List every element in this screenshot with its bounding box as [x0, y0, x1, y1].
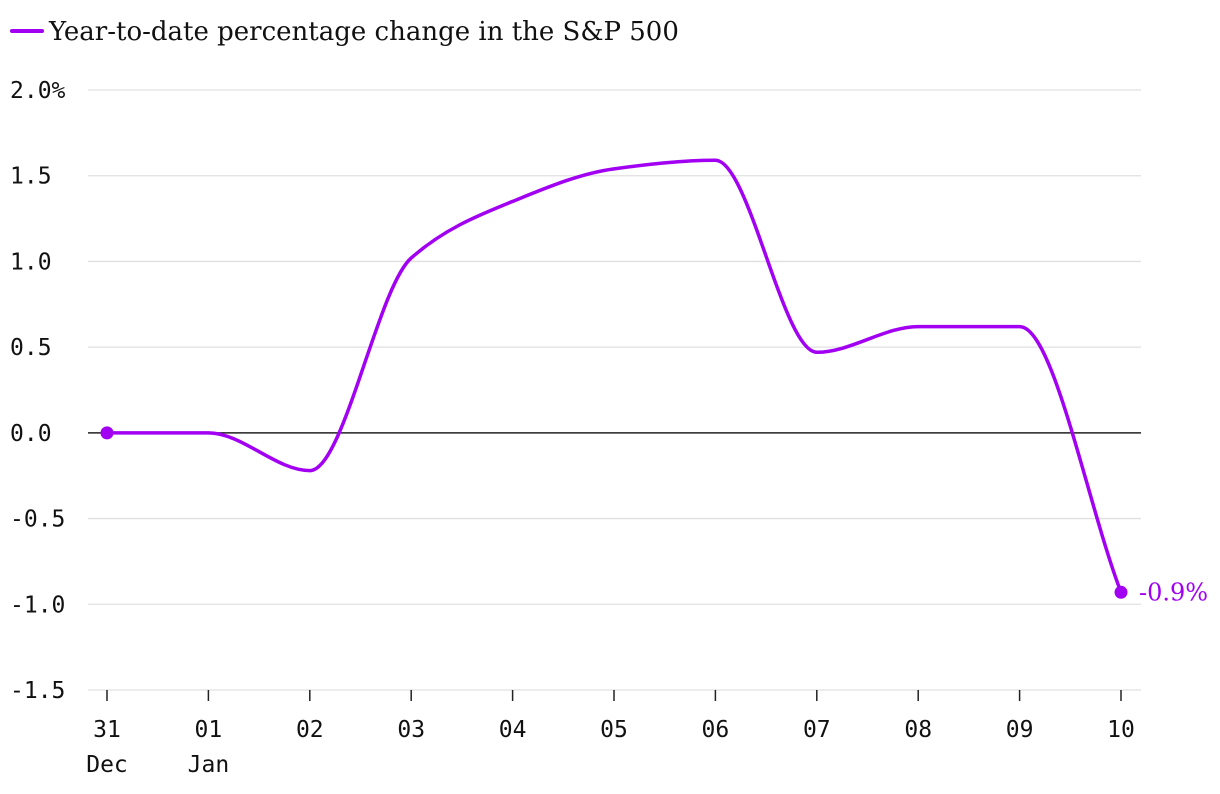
x-tick-label: 05	[600, 717, 628, 743]
x-tick-label: 08	[904, 717, 932, 743]
y-tick-label: -1.5	[10, 678, 65, 704]
y-tick-label: 1.5	[10, 164, 52, 190]
x-tick-sublabel: Jan	[188, 752, 230, 778]
x-tick-label: 06	[702, 717, 730, 743]
legend: Year-to-date percentage change in the S&…	[10, 17, 679, 47]
x-tick-label: 31	[93, 717, 121, 743]
end-value-label: -0.9%	[1139, 578, 1208, 606]
legend-label: Year-to-date percentage change in the S&…	[48, 17, 679, 47]
y-tick-label: -1.0	[10, 592, 65, 618]
start-point	[100, 426, 114, 440]
y-tick-label: 0.5	[10, 335, 52, 361]
x-tick-label: 03	[397, 717, 425, 743]
y-tick-label: 1.0	[10, 249, 52, 275]
end-point	[1114, 585, 1128, 599]
x-tick-label: 02	[296, 717, 324, 743]
grid	[88, 89, 1141, 691]
x-tick-label: 10	[1107, 717, 1135, 743]
x-tick-label: 09	[1006, 717, 1034, 743]
series: -0.9%	[100, 158, 1208, 606]
x-tick-label: 01	[195, 717, 223, 743]
y-axis: 2.0% 1.5 1.0 0.5 0.0 -0.5 -1.0 -1.5	[10, 78, 66, 704]
y-tick-label: -0.5	[10, 507, 65, 533]
x-tick-label: 07	[803, 717, 831, 743]
series-line	[105, 158, 1123, 595]
y-tick-label: 2.0%	[10, 78, 66, 104]
x-tick-sublabel: Dec	[86, 752, 128, 778]
x-axis: 31 Dec 01 Jan 02 03 04 05 06 07 08 09 10	[86, 690, 1135, 778]
x-tick-label: 04	[499, 717, 527, 743]
y-tick-label: 0.0	[10, 421, 52, 447]
